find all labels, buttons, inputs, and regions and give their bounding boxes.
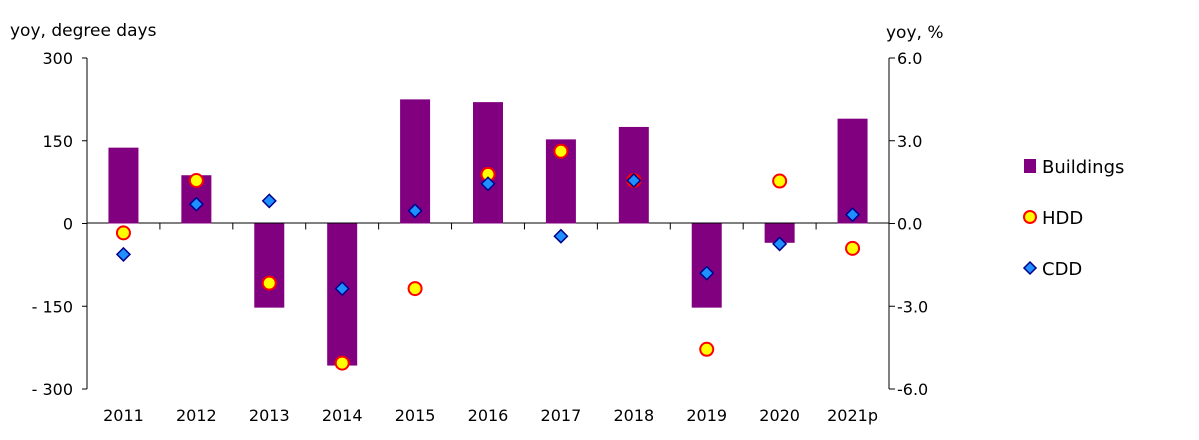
- hdd-point: [334, 355, 350, 371]
- buildings-bar: [837, 118, 868, 224]
- y-left-tick-label: 300: [42, 49, 73, 68]
- hdd-point: [699, 341, 715, 357]
- x-tick-label: 2018: [613, 406, 654, 425]
- legend-cdd-marker: [1022, 260, 1038, 276]
- x-tick-label: 2019: [686, 406, 727, 425]
- x-tick-labels: 2011 2012 2013 2014 2015 2016 2017 2018 2019 2020…: [103, 406, 878, 425]
- legend: Buildings HDD CDD: [1022, 157, 1124, 280]
- legend-buildings-label: Buildings: [1042, 157, 1124, 178]
- y-right-tick-label: 0.0: [897, 215, 922, 234]
- cdd-point: [553, 228, 569, 244]
- hdd-point: [845, 240, 861, 256]
- x-tick-label: 2015: [395, 406, 436, 425]
- y-right-ticks: 6.0 3.0 0.0 -3.0 -6.0: [889, 49, 928, 399]
- cdd-markers: [115, 172, 861, 297]
- legend-cdd-label: CDD: [1042, 259, 1082, 280]
- y-left-axis-title: yoy, degree days: [10, 21, 157, 41]
- cdd-point: [334, 281, 350, 297]
- x-tick-label: 2021p: [827, 406, 878, 425]
- hdd-markers: [115, 143, 861, 371]
- cdd-point: [844, 207, 861, 223]
- buildings-bar: [764, 223, 795, 243]
- buildings-bars: [108, 99, 868, 366]
- y-right-tick-label: 6.0: [897, 49, 922, 68]
- cdd-point: [261, 193, 277, 209]
- hdd-point: [261, 275, 277, 291]
- buildings-bar: [254, 223, 285, 308]
- y-left-tick-label: 150: [42, 132, 73, 151]
- cdd-point: [407, 203, 423, 219]
- buildings-bar: [400, 99, 431, 224]
- legend-hdd-marker: [1023, 210, 1037, 224]
- x-tick-label: 2011: [103, 406, 144, 425]
- cdd-point: [188, 196, 204, 212]
- x-tick-label: 2017: [541, 406, 582, 425]
- hdd-point: [115, 225, 131, 241]
- hdd-point: [772, 173, 788, 189]
- buildings-bar: [691, 223, 722, 308]
- y-left-ticks: 300 150 0 - 150 - 300: [32, 49, 87, 399]
- legend-hdd-label: HDD: [1042, 208, 1083, 229]
- y-left-tick-label: - 150: [32, 297, 73, 316]
- x-ticks: [159, 223, 817, 230]
- cdd-point: [699, 265, 715, 281]
- x-tick-label: 2014: [322, 406, 363, 425]
- legend-buildings-swatch: [1024, 159, 1036, 173]
- cdd-point: [772, 236, 788, 252]
- y-right-tick-label: 3.0: [897, 132, 922, 151]
- y-right-tick-label: -3.0: [897, 297, 928, 316]
- buildings-bar: [473, 102, 503, 224]
- cdd-point: [480, 176, 496, 192]
- cdd-point: [115, 246, 132, 262]
- buildings-bar: [108, 147, 139, 224]
- y-right-tick-label: -6.0: [897, 380, 928, 399]
- y-right-axis-title: yoy, %: [886, 23, 943, 43]
- x-tick-label: 2016: [468, 406, 509, 425]
- cdd-point: [626, 172, 642, 189]
- hdd-point: [188, 172, 204, 188]
- hdd-point: [553, 143, 569, 159]
- x-tick-label: 2020: [759, 406, 800, 425]
- x-tick-label: 2012: [176, 406, 217, 425]
- y-left-tick-label: 0: [63, 215, 73, 234]
- x-tick-label: 2013: [249, 406, 290, 425]
- y-left-tick-label: - 300: [32, 380, 73, 399]
- hdd-point: [407, 281, 423, 297]
